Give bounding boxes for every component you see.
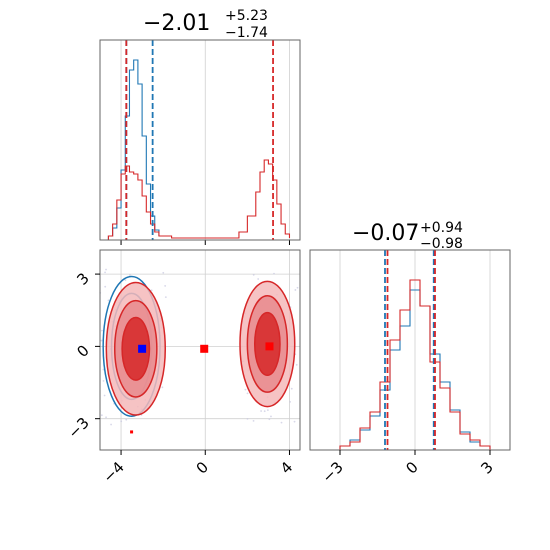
hist-series-0	[339, 289, 491, 450]
sample-point	[150, 289, 153, 292]
x-tick-label: 0	[402, 458, 421, 477]
sample-point	[296, 286, 299, 289]
marker-point	[265, 342, 274, 351]
marginal-y-title-lower: −0.98	[420, 236, 463, 252]
marginal-x-title-lower: −1.74	[225, 25, 268, 41]
contour-1-level-2	[121, 316, 151, 381]
sample-point	[290, 387, 293, 390]
sample-point	[252, 419, 255, 422]
sample-point	[280, 421, 283, 424]
x-tick-label: 0	[193, 458, 212, 477]
sample-point	[161, 386, 164, 389]
sample-point	[103, 394, 106, 397]
marginal-x-title-value: −2.01	[143, 11, 210, 36]
sample-point	[263, 410, 266, 413]
sample-point	[293, 420, 296, 423]
sample-point	[294, 289, 297, 291]
hist-series-0	[107, 59, 160, 240]
sample-point	[105, 416, 107, 419]
hist-series-1	[107, 159, 291, 240]
sample-point	[257, 278, 260, 280]
marginal-x-panel: −2.01 +5.23 −1.74	[99, 8, 301, 245]
joint-frame	[99, 249, 301, 451]
y-tick-label: −3	[64, 414, 92, 442]
sample-point	[104, 285, 107, 288]
sample-point	[105, 268, 107, 271]
sample-point	[129, 274, 131, 276]
sample-point	[252, 273, 255, 276]
x-tick-label: −4	[100, 458, 128, 486]
sample-point	[246, 392, 249, 395]
marginal-x-title-upper: +5.23	[225, 8, 268, 24]
sample-point	[266, 409, 269, 412]
sample-point	[125, 418, 128, 421]
sample-point	[273, 272, 275, 275]
sample-point	[164, 285, 167, 287]
sample-point	[244, 388, 247, 391]
marginal-x-frame	[99, 39, 301, 241]
sample-point	[164, 296, 167, 299]
joint-panel: −4 0 4 3 0 −3	[64, 249, 301, 486]
sample-point	[120, 420, 123, 423]
sample-point	[110, 423, 112, 426]
marginal-y-title-value: −0.07	[352, 221, 419, 246]
sample-point	[246, 417, 249, 420]
sample-point	[100, 339, 103, 342]
sample-point	[260, 410, 263, 412]
marginal-y-frame	[309, 249, 511, 451]
marker-point	[130, 430, 134, 434]
hist-series-1	[339, 279, 491, 450]
sample-point	[102, 380, 105, 382]
sample-point	[268, 418, 271, 421]
marginal-y-panel: −0.07 +0.94 −0.98 −3 0 3	[309, 220, 511, 486]
sample-point	[107, 299, 110, 302]
x-tick-label: 3	[477, 458, 496, 477]
marker-point	[200, 344, 209, 353]
sample-point	[270, 415, 272, 418]
sample-point	[101, 329, 103, 332]
sample-point	[100, 414, 103, 417]
y-tick-label: 3	[73, 269, 92, 288]
sample-point	[104, 271, 106, 274]
sample-point	[295, 363, 298, 366]
sample-point	[289, 400, 291, 403]
x-tick-label: 4	[277, 458, 296, 477]
x-tick-label: −3	[318, 458, 346, 486]
y-tick-label: 0	[73, 341, 92, 360]
sample-point	[124, 279, 127, 282]
marginal-y-title-upper: +0.94	[420, 220, 463, 236]
sample-point	[162, 271, 165, 274]
marker-point	[138, 344, 147, 353]
